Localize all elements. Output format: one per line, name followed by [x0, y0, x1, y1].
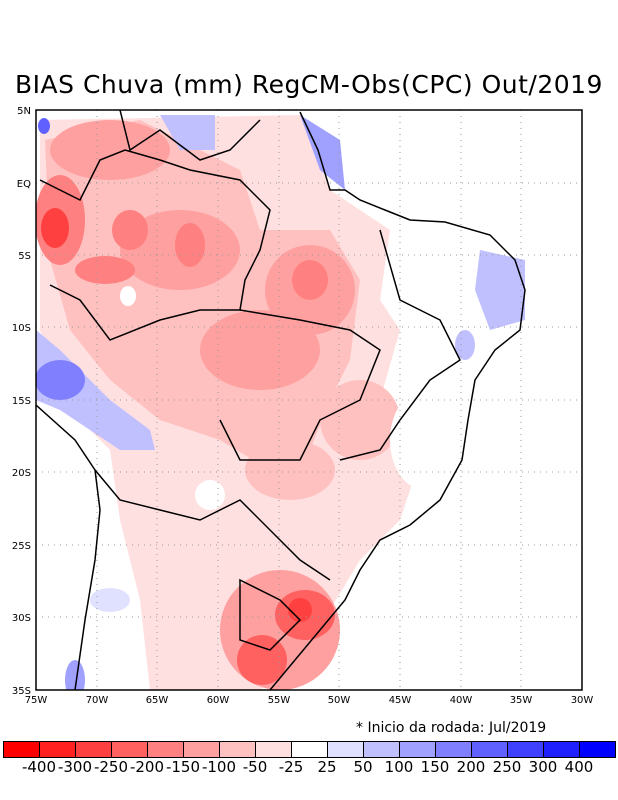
colorbar-label: 100 — [384, 758, 414, 776]
lat-label: 15S — [12, 396, 31, 407]
colorbar-swatch — [328, 742, 364, 757]
colorbar-label: -25 — [278, 758, 304, 776]
colorbar-label: 200 — [456, 758, 486, 776]
lon-label: 50W — [328, 695, 351, 706]
lon-label: 75W — [25, 695, 48, 706]
colorbar-label: 25 — [317, 758, 337, 776]
run-start-note: * Inicio da rodada: Jul/2019 — [356, 720, 547, 736]
grid-lines — [36, 110, 582, 690]
lon-label: 70W — [86, 695, 109, 706]
colorbar-swatch — [112, 742, 148, 757]
lat-label: 30S — [12, 613, 31, 624]
colorbar-swatch — [436, 742, 472, 757]
map-frame — [35, 109, 583, 691]
colorbar-swatch — [256, 742, 292, 757]
colorbar-label: -200 — [129, 758, 165, 776]
colorbar-swatch — [544, 742, 580, 757]
colorbar-label: 250 — [492, 758, 522, 776]
colorbar-labels: -400 -300 -250 -200 -150 -100 -50 -25 25 50 100 150… — [0, 758, 618, 778]
colorbar-swatch — [4, 742, 40, 757]
colorbar-label: -300 — [57, 758, 93, 776]
lon-label: 65W — [146, 695, 169, 706]
colorbar-label: 50 — [353, 758, 373, 776]
lon-label: 45W — [389, 695, 412, 706]
lon-label: 55W — [268, 695, 291, 706]
colorbar-label: -100 — [201, 758, 237, 776]
lat-tick-labels: 5N EQ 5S 10S 15S 20S 25S 30S 35S — [12, 106, 31, 697]
colorbar-swatch — [364, 742, 400, 757]
lon-tick-labels: 75W 70W 65W 60W 55W 50W 45W 40W 35W 30W — [25, 695, 594, 706]
lon-label: 30W — [571, 695, 594, 706]
lat-label: 5S — [18, 251, 31, 262]
colorbar — [3, 741, 616, 758]
colorbar-label: -250 — [93, 758, 129, 776]
map-title: BIAS Chuva (mm) RegCM-Obs(CPC) Out/2019 — [15, 70, 603, 99]
colorbar-swatch — [148, 742, 184, 757]
lon-label: 40W — [450, 695, 473, 706]
colorbar-swatch — [220, 742, 256, 757]
lon-label: 35W — [510, 695, 533, 706]
colorbar-label: 150 — [420, 758, 450, 776]
colorbar-swatch — [508, 742, 544, 757]
colorbar-swatch — [184, 742, 220, 757]
colorbar-swatch — [472, 742, 508, 757]
lat-label: 5N — [17, 106, 31, 117]
bias-map: 75W 70W 65W 60W 55W 50W 45W 40W 35W 30W … — [12, 106, 594, 706]
lat-label: EQ — [17, 179, 31, 190]
lat-label: 20S — [12, 468, 31, 479]
colorbar-swatch — [400, 742, 436, 757]
colorbar-label: -400 — [21, 758, 57, 776]
colorbar-label: -150 — [165, 758, 201, 776]
colorbar-swatch — [40, 742, 76, 757]
lat-label: 25S — [12, 541, 31, 552]
colorbar-swatch — [292, 742, 328, 757]
lat-label: 10S — [12, 323, 31, 334]
colorbar-label: -50 — [242, 758, 268, 776]
colorbar-label: 300 — [528, 758, 558, 776]
shading-layer — [36, 110, 582, 690]
lon-label: 60W — [207, 695, 230, 706]
colorbar-label: 400 — [564, 758, 594, 776]
coastline — [36, 110, 526, 690]
colorbar-swatch — [76, 742, 112, 757]
lat-label: 35S — [12, 686, 31, 697]
colorbar-swatch — [580, 742, 615, 757]
